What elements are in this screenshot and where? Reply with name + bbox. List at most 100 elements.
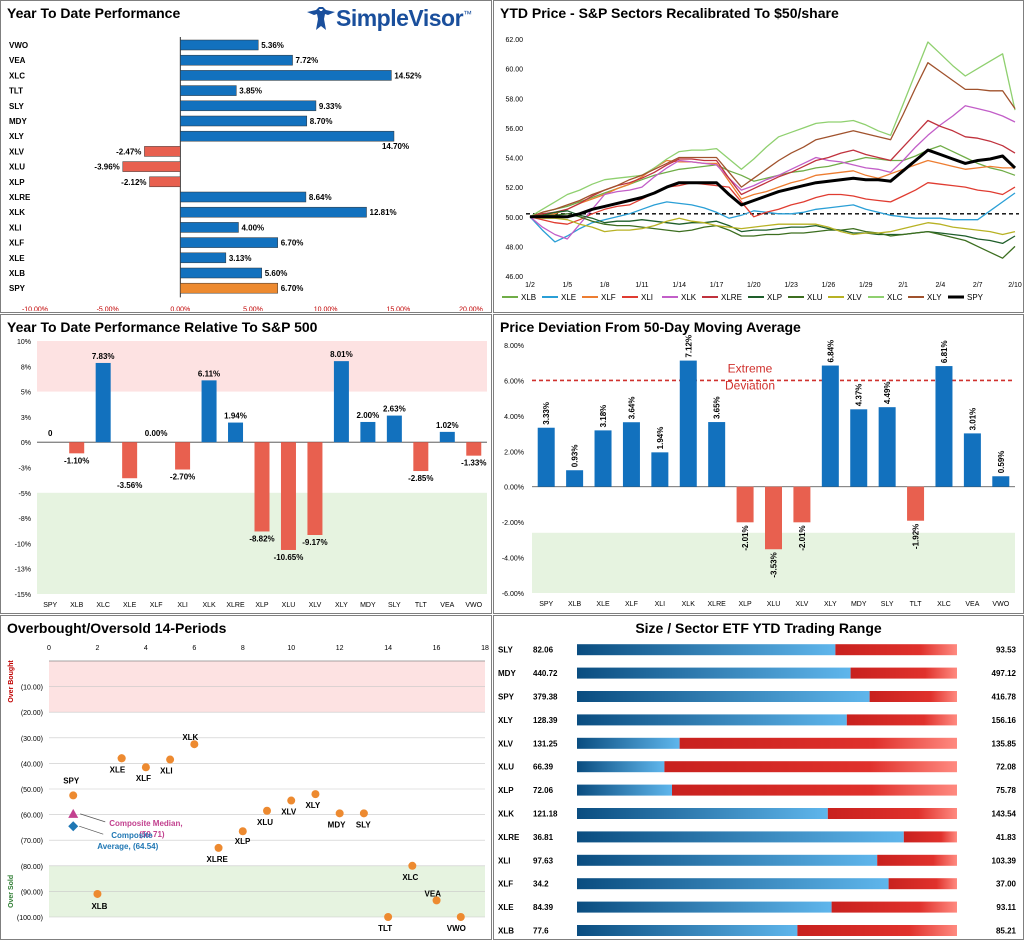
data-label: 8.70% bbox=[310, 117, 333, 126]
x-tick-label: 10 bbox=[287, 645, 295, 652]
data-label: 6.81% bbox=[940, 340, 949, 363]
data-label: 0.93% bbox=[571, 445, 580, 468]
range-high-value: 41.83 bbox=[996, 833, 1017, 842]
average-leader-line bbox=[79, 825, 104, 835]
range-bar-upper bbox=[831, 901, 957, 913]
point-label: XLK bbox=[182, 733, 198, 742]
category-label: MDY bbox=[9, 117, 27, 126]
y-tick-label: (40.00) bbox=[21, 761, 43, 768]
y-tick-label: 0% bbox=[21, 440, 31, 447]
extreme-label-1: Extreme bbox=[728, 361, 773, 375]
data-label: 3.18% bbox=[599, 405, 608, 428]
y-tick-label: -4.00% bbox=[502, 556, 524, 563]
range-bar-upper bbox=[679, 737, 957, 749]
category-label: XLRE bbox=[226, 602, 245, 609]
data-label: 2.63% bbox=[383, 405, 406, 414]
point-xlb bbox=[93, 889, 102, 898]
range-bar-lower bbox=[577, 831, 904, 843]
bar-xlb bbox=[69, 442, 85, 454]
overbought-label: Over Bought bbox=[8, 660, 15, 703]
range-bar-lower bbox=[577, 667, 851, 679]
range-bar-upper bbox=[846, 714, 957, 726]
range-bar-upper bbox=[672, 784, 957, 796]
category-label: TLT bbox=[9, 87, 23, 96]
data-label: 14.70% bbox=[382, 142, 409, 151]
range-bar-lower bbox=[577, 714, 847, 726]
data-label: 6.11% bbox=[198, 369, 220, 378]
legend-label: XLF bbox=[601, 293, 616, 302]
point-label: XLF bbox=[136, 774, 151, 783]
bar-xle bbox=[594, 430, 612, 487]
bar-xly bbox=[333, 361, 349, 443]
x-tick-label: 8 bbox=[241, 645, 245, 652]
data-label: 0 bbox=[48, 429, 53, 438]
range-low-value: 97.63 bbox=[533, 856, 554, 865]
bar-xli bbox=[175, 442, 191, 470]
x-tick-label: 12 bbox=[336, 645, 344, 652]
point-label: XLE bbox=[110, 765, 126, 774]
brand-name: SimpleVisor bbox=[336, 5, 464, 31]
x-tick-label: 2 bbox=[95, 645, 99, 652]
range-high-value: 37.00 bbox=[996, 880, 1017, 889]
y-tick-label: -8% bbox=[19, 516, 31, 523]
x-tick-label: 1/20 bbox=[747, 282, 761, 289]
range-low-value: 77.6 bbox=[533, 927, 549, 936]
x-tick-label: 15.00% bbox=[386, 306, 410, 311]
category-label: SPY bbox=[43, 602, 57, 609]
ticker-label: MDY bbox=[498, 669, 516, 678]
range-bar-lower bbox=[577, 878, 889, 890]
data-label: 8.01% bbox=[330, 350, 353, 359]
series-line-spy bbox=[530, 148, 1017, 219]
range-bar-upper bbox=[869, 691, 957, 702]
bar-xli bbox=[651, 452, 669, 487]
x-tick-label: 2/10 bbox=[1008, 282, 1022, 289]
x-tick-label: 16 bbox=[433, 645, 441, 652]
point-label: XLP bbox=[235, 837, 251, 846]
ticker-label: XLU bbox=[498, 763, 514, 772]
category-label: VEA bbox=[9, 56, 26, 65]
category-label: XLY bbox=[335, 602, 348, 609]
category-label: XLU bbox=[767, 601, 781, 608]
bar-xle bbox=[122, 442, 138, 479]
data-label: 3.64% bbox=[627, 397, 636, 420]
data-label: -10.65% bbox=[274, 553, 304, 562]
bar-sly bbox=[878, 407, 896, 487]
y-tick-label: -13% bbox=[15, 567, 31, 574]
bar-xlp bbox=[254, 442, 270, 532]
category-label: XLB bbox=[568, 601, 582, 608]
category-label: XLI bbox=[9, 223, 21, 232]
category-label: XLB bbox=[9, 269, 25, 278]
bar-tlt bbox=[180, 85, 237, 96]
range-bar-lower bbox=[577, 901, 832, 913]
data-label: -3.96% bbox=[94, 163, 119, 172]
bar-xlp bbox=[736, 486, 754, 523]
average-label: Composite bbox=[111, 831, 153, 840]
data-label: -2.85% bbox=[408, 474, 433, 483]
bar-sly bbox=[386, 415, 402, 443]
x-tick-label: 0 bbox=[47, 645, 51, 652]
series-line-xlf bbox=[529, 159, 1015, 218]
y-tick-label: -3% bbox=[19, 466, 31, 473]
trading-range-panel: Size / Sector ETF YTD Trading Range SLY 8… bbox=[493, 615, 1024, 940]
y-tick-label: (70.00) bbox=[21, 838, 43, 845]
data-label: 12.81% bbox=[370, 208, 397, 217]
range-high-value: 497.12 bbox=[992, 669, 1017, 678]
y-tick-label: (90.00) bbox=[21, 889, 43, 896]
x-tick-label: 4 bbox=[144, 645, 148, 652]
y-tick-label: 46.00 bbox=[505, 274, 523, 281]
y-tick-label: -6.00% bbox=[502, 591, 524, 598]
range-bar-lower bbox=[577, 737, 680, 749]
range-bar-lower bbox=[577, 808, 828, 819]
bar-vea bbox=[963, 433, 981, 487]
bar-mdy bbox=[850, 409, 868, 487]
category-label: TLT bbox=[415, 602, 428, 609]
data-label: 8.64% bbox=[309, 193, 332, 202]
y-tick-label: -5% bbox=[19, 491, 31, 498]
x-tick-label: 10.00% bbox=[314, 306, 338, 311]
median-label: Composite Median, bbox=[109, 819, 182, 828]
ticker-label: XLP bbox=[498, 786, 514, 795]
data-label: -3.53% bbox=[770, 552, 779, 577]
category-label: XLE bbox=[123, 602, 137, 609]
category-label: SPY bbox=[539, 601, 553, 608]
point-label: XLB bbox=[91, 902, 107, 911]
